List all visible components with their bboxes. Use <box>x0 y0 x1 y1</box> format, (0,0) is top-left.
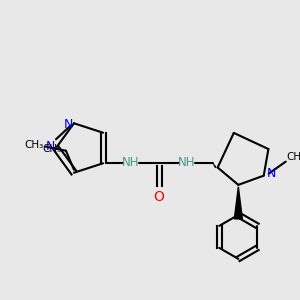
Text: N: N <box>45 140 55 154</box>
Text: O: O <box>154 190 164 204</box>
Text: NH: NH <box>122 156 140 169</box>
Text: CH₃: CH₃ <box>286 152 300 162</box>
Text: N: N <box>63 118 73 131</box>
Polygon shape <box>234 187 242 219</box>
Text: N: N <box>267 167 276 180</box>
Text: NH: NH <box>178 156 196 169</box>
Text: CH₃: CH₃ <box>42 144 62 154</box>
Text: CH₃: CH₃ <box>24 140 44 150</box>
